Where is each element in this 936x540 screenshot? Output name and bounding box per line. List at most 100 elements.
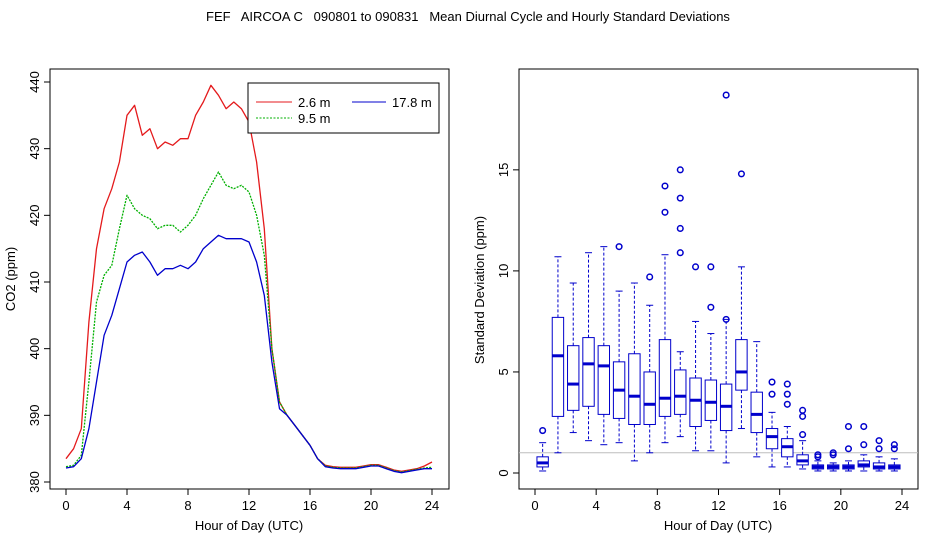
left-x-axis-label: Hour of Day (UTC)	[195, 518, 303, 533]
outlier-h20-5-1	[844, 422, 853, 431]
right-panel-std-dev-boxplot: 0 4 8 12 16 20 24 0 5 10 15 Hour of Day (UTC) Sta…	[472, 68, 919, 533]
left-x-tick-label-24: 24	[425, 498, 439, 513]
box-h3-5	[582, 252, 595, 442]
left-x-tick-label-0: 0	[62, 498, 69, 513]
outlier-h9-5-3	[676, 166, 684, 174]
box-iqr-h7-5	[643, 371, 656, 425]
right-x-tick-label-12: 12	[711, 498, 725, 513]
outlier-h0-5-0	[539, 427, 547, 435]
box-h12-5	[719, 91, 733, 464]
right-y-tick-label-0: 0	[496, 469, 511, 476]
outlier-h9-5-0	[676, 249, 684, 257]
outlier-h9-5-2	[676, 194, 684, 202]
left-y-tick-label-440: 440	[27, 71, 42, 93]
box-h10-5	[689, 263, 702, 452]
box-h2-5	[567, 282, 580, 434]
box-iqr-h4-5	[597, 345, 611, 415]
outlier-h16-5-0	[783, 400, 791, 408]
box-iqr-h8-5	[658, 339, 672, 417]
left-x-tick-label-8: 8	[184, 498, 191, 513]
legend-label-2-6m: 2.6 m	[298, 95, 331, 110]
box-h9-5	[674, 166, 687, 438]
right-x-tick-label-16: 16	[772, 498, 786, 513]
left-y-tick-label-400: 400	[27, 338, 42, 360]
outlier-h22-5-1	[875, 437, 883, 445]
right-x-axis-label: Hour of Day (UTC)	[664, 518, 772, 533]
left-x-tick-label-20: 20	[364, 498, 378, 513]
right-x-axis: 0 4 8 12 16 20 24	[531, 489, 909, 513]
right-y-tick-label-5: 5	[496, 368, 511, 375]
outlier-h16-5-1	[783, 390, 791, 398]
left-y-tick-label-420: 420	[27, 204, 42, 226]
box-h8-5	[658, 182, 672, 444]
outlier-h12-5-1	[722, 91, 730, 99]
left-y-tick-label-390: 390	[27, 404, 42, 426]
legend-box	[247, 82, 440, 134]
series-line-2-6m	[65, 84, 433, 472]
box-h14-5	[750, 341, 763, 458]
left-y-axis: 380 390 400 410 420 430 440	[27, 71, 50, 493]
outlier-h10-5-0	[692, 263, 700, 271]
box-iqr-h1-5	[551, 316, 565, 417]
box-h21-5	[857, 422, 870, 472]
left-y-tick-label-380: 380	[27, 471, 42, 493]
right-x-tick-label-8: 8	[654, 498, 661, 513]
outlier-h17-5-1	[799, 412, 807, 420]
left-x-tick-label-4: 4	[123, 498, 130, 513]
right-x-tick-label-4: 4	[593, 498, 600, 513]
box-iqr-h14-5	[750, 391, 763, 434]
box-h18-5	[811, 451, 825, 472]
box-iqr-h15-5	[765, 428, 779, 450]
legend: 2.6 m 9.5 m 17.8 m	[247, 82, 440, 134]
outlier-h15-5-1	[768, 378, 776, 386]
outlier-h22-5-0	[875, 445, 883, 453]
box-h17-5	[796, 406, 809, 470]
outlier-h21-5-1	[860, 422, 868, 431]
box-h13-5	[735, 170, 748, 430]
outlier-h17-5-2	[799, 406, 807, 414]
chart-title: FEF AIRCOA C 090801 to 090831 Mean Diurn…	[206, 9, 730, 24]
left-x-tick-label-12: 12	[242, 498, 256, 513]
right-x-tick-label-20: 20	[834, 498, 848, 513]
right-x-tick-label-0: 0	[531, 498, 538, 513]
box-iqr-h3-5	[582, 337, 595, 407]
outlier-h18-5-1	[814, 451, 822, 459]
outlier-h21-5-0	[860, 441, 868, 449]
outlier-h7-5-0	[646, 273, 654, 281]
outlier-h17-5-0	[799, 431, 807, 439]
outlier-h12-5-0	[722, 315, 730, 323]
box-h15-5	[765, 378, 779, 468]
outlier-h9-5-1	[676, 224, 684, 233]
box-h11-5	[704, 263, 718, 452]
box-h4-5	[597, 246, 611, 446]
box-iqr-h10-5	[689, 377, 702, 428]
right-x-tick-label-24: 24	[895, 498, 909, 513]
box-h6-5	[628, 282, 641, 462]
box-h23-5	[888, 441, 901, 472]
legend-label-17-8m: 17.8 m	[392, 95, 432, 110]
right-y-tick-label-10: 10	[496, 264, 511, 278]
right-plot-frame	[518, 68, 919, 490]
box-iqr-h13-5	[735, 339, 748, 391]
series-line-9-5m	[65, 171, 433, 473]
box-h7-5	[643, 273, 656, 454]
legend-label-9-5m: 9.5 m	[298, 111, 331, 126]
right-boxes	[536, 91, 901, 472]
outlier-h23-5-0	[890, 445, 898, 453]
outlier-h5-5-0	[615, 243, 623, 251]
box-h20-5	[842, 422, 855, 472]
box-h22-5	[872, 437, 886, 472]
right-y-tick-label-15: 15	[496, 163, 511, 177]
outlier-h11-5-0	[707, 303, 715, 311]
box-iqr-h6-5	[628, 353, 641, 425]
box-iqr-h11-5	[704, 379, 718, 421]
box-iqr-h2-5	[567, 345, 580, 411]
outlier-h11-5-1	[707, 263, 715, 271]
outlier-h23-5-1	[890, 441, 898, 449]
box-h16-5	[781, 380, 794, 468]
outlier-h8-5-0	[661, 208, 669, 216]
box-iqr-h9-5	[674, 369, 687, 415]
right-y-axis-label: Standard Deviation (ppm)	[472, 216, 487, 364]
outlier-h19-5-1	[829, 449, 837, 457]
